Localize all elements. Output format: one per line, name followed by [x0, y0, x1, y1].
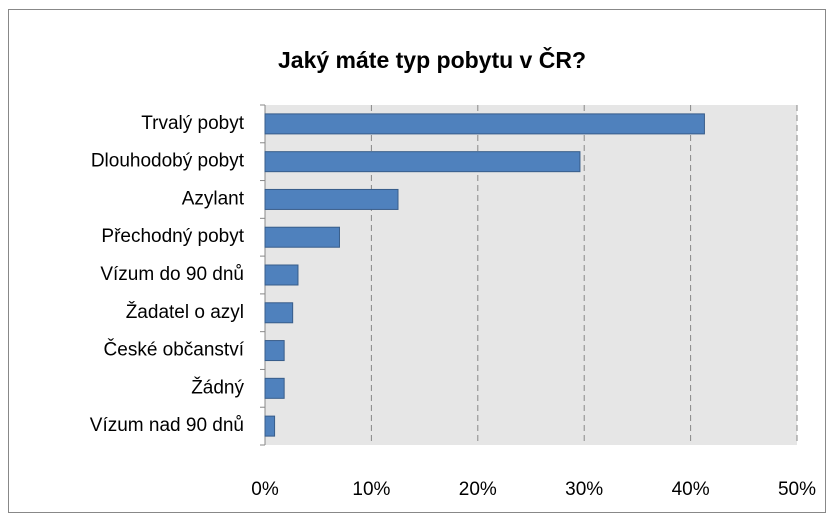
bar [264, 151, 581, 173]
y-tick-label: Žadatel o azyl [126, 301, 244, 323]
bar [264, 226, 340, 248]
y-tick-label: Vízum do 90 dnů [100, 264, 244, 285]
y-tick-label: České občanství [104, 339, 245, 361]
bar [264, 188, 399, 210]
y-tick-label: Žádný [191, 376, 244, 398]
y-tick-label: Vízum nad 90 dnů [90, 415, 244, 436]
bar [264, 113, 705, 135]
x-tick-label: 20% [459, 479, 497, 500]
bar [264, 415, 276, 437]
x-tick-label: 30% [565, 479, 603, 500]
bar [264, 340, 285, 362]
x-tick-label: 50% [778, 479, 816, 500]
x-tick-label: 40% [672, 479, 710, 500]
bar [264, 377, 285, 399]
x-tick-label: 0% [251, 479, 279, 500]
y-tick-label: Dlouhodobý pobyt [91, 151, 245, 172]
y-tick-label: Azylant [182, 188, 245, 209]
bar [264, 264, 299, 286]
bar [264, 302, 294, 324]
y-tick-label: Trvalý pobyt [141, 113, 244, 134]
x-tick-label: 10% [352, 479, 390, 500]
chart-title: Jaký máte typ pobytu v ČR? [278, 46, 586, 73]
y-tick-label: Přechodný pobyt [101, 226, 244, 247]
